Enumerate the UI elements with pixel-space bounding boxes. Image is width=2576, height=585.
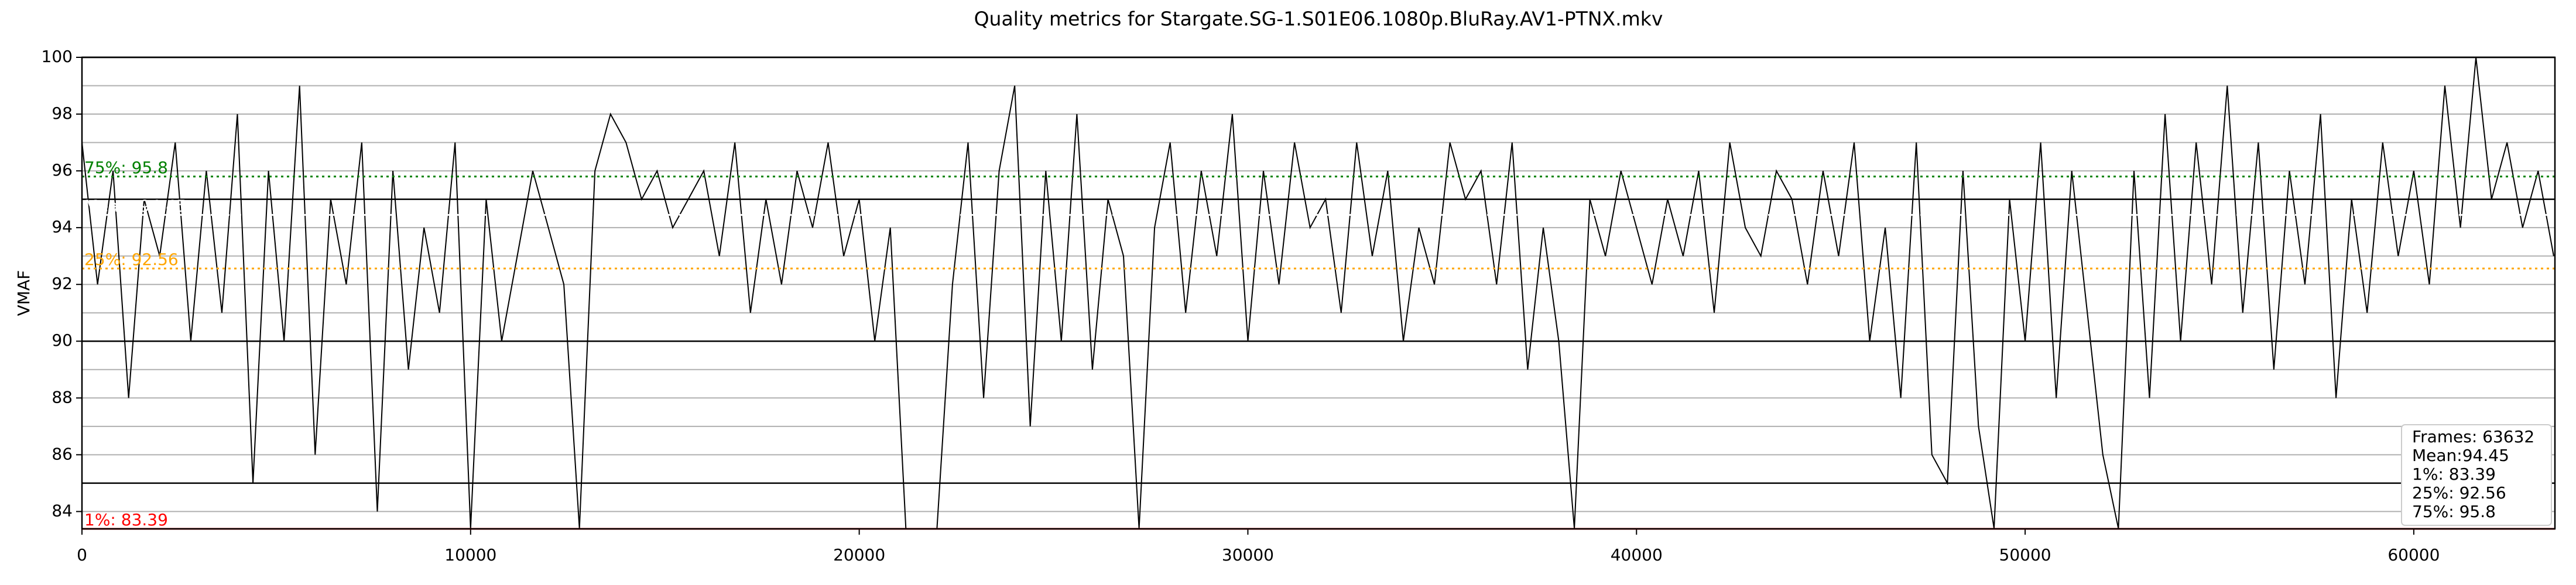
plot-frame [81, 56, 2556, 530]
reference-label: 25%: 92.56 [84, 250, 179, 269]
stats-line: Mean:94.45 [2412, 446, 2509, 465]
x-tick-label: 30000 [1222, 545, 1274, 565]
reference-label: Mean: 94.45 [84, 196, 187, 215]
stats-line: 25%: 92.56 [2412, 483, 2506, 503]
chart-title: Quality metrics for Stargate.SG-1.S01E06… [974, 8, 1663, 30]
x-tick-label: 50000 [1999, 545, 2051, 565]
stats-line: Frames: 63632 [2412, 427, 2534, 446]
y-tick-label: 96 [52, 160, 73, 180]
y-tick-label: 88 [52, 387, 73, 407]
stats-line: 1%: 83.39 [2412, 464, 2496, 484]
stats-box [2401, 424, 2552, 526]
reference-label: 1%: 83.39 [84, 510, 168, 529]
y-tick-label: 90 [52, 331, 73, 350]
y-tick-label: 92 [52, 274, 73, 293]
y-tick-label: 98 [52, 104, 73, 123]
y-axis-label: VMAF [14, 270, 33, 316]
x-tick-label: 10000 [444, 545, 496, 565]
x-tick-label: 0 [77, 545, 87, 565]
x-tick-label: 40000 [1611, 545, 1663, 565]
y-tick-label: 86 [52, 444, 73, 463]
x-tick-label: 20000 [833, 545, 885, 565]
y-tick-label: 94 [52, 217, 73, 236]
y-tick-label: 84 [52, 501, 73, 520]
stats-line: 75%: 95.8 [2412, 502, 2496, 521]
y-tick-label: 100 [42, 47, 73, 66]
vmaf-line [82, 57, 2554, 529]
reference-label: 75%: 95.8 [84, 158, 168, 177]
x-tick-label: 60000 [2387, 545, 2440, 565]
